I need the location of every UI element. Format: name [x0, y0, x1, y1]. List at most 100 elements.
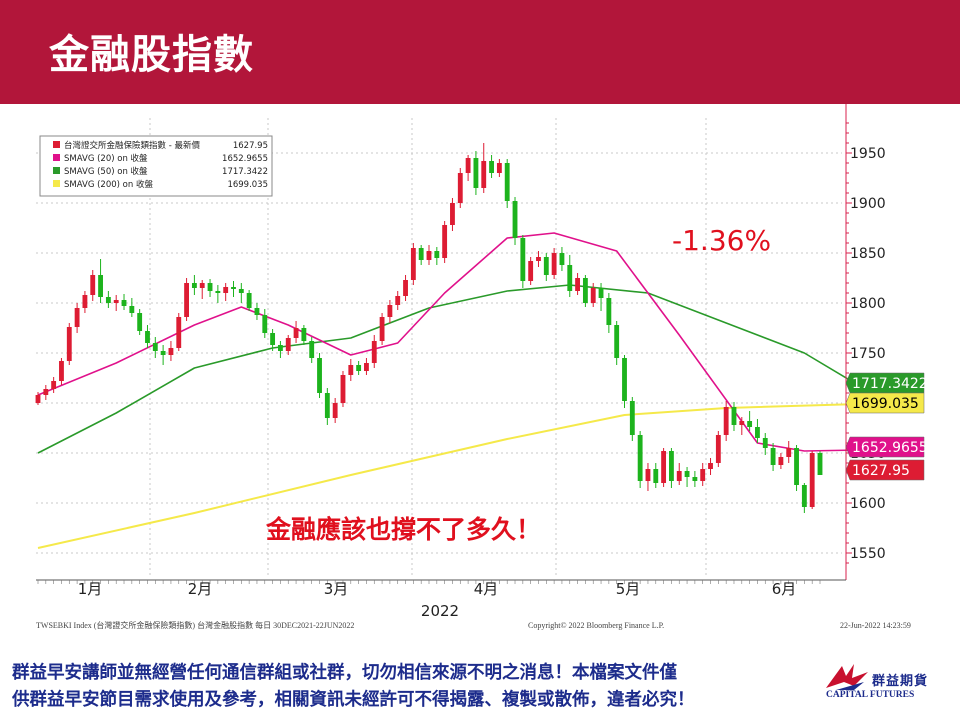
candle-body: [708, 463, 713, 469]
y-tick-label: 1750: [850, 346, 886, 362]
candle-body: [356, 365, 362, 371]
candle-body: [590, 288, 596, 303]
candle-body: [270, 333, 276, 345]
x-axis: 1月 2月 3月 4月 5月 6月: [36, 579, 846, 598]
eagle-logo-icon: [826, 664, 868, 690]
legend-swatch: [53, 167, 60, 174]
candle-body: [622, 358, 627, 401]
sma50-line: [37, 284, 860, 454]
last-value-tag: [845, 459, 925, 481]
candle-body: [801, 485, 807, 507]
candle-body: [692, 477, 698, 481]
footer-timestamp: 22-Jun-2022 14:23:59: [840, 621, 911, 630]
candle-body: [481, 161, 487, 188]
candle-body: [762, 438, 768, 448]
x-tick-label: 1月: [78, 580, 103, 598]
candle-body: [817, 453, 823, 475]
last-value-tag-label: 1627.95: [852, 463, 910, 479]
candle-body: [504, 163, 510, 201]
x-tick-label: 4月: [474, 580, 499, 598]
candle-body: [723, 407, 729, 435]
candle-body: [348, 365, 354, 375]
candle-body: [74, 308, 80, 327]
candle-body: [684, 471, 690, 477]
disclaimer-line-1: 群益早安講師並無經營任何通信群組或社群，切勿相信來源不明之消息！本檔案文件僅: [12, 663, 677, 683]
footer-copyright: Copyright© 2022 Bloomberg Finance L.P.: [528, 621, 664, 630]
candle-body: [747, 421, 753, 427]
candle-body: [442, 225, 448, 258]
candle-body: [536, 257, 541, 261]
candle-body: [489, 161, 494, 173]
candle-body: [770, 448, 776, 465]
candle-body: [51, 381, 57, 389]
candle-body: [668, 451, 674, 481]
candle-body: [82, 295, 88, 308]
candle-body: [137, 313, 143, 331]
x-tick-label: 3月: [324, 580, 349, 598]
candle-body: [301, 328, 307, 341]
candlestick-series: [35, 143, 823, 513]
x-tick-label: 6月: [772, 580, 797, 598]
candle-body: [559, 253, 565, 265]
legend-swatch: [53, 180, 60, 187]
candle-body: [152, 343, 158, 351]
candle-body: [450, 203, 455, 225]
candle-body: [426, 251, 432, 260]
legend-value: 1627.95: [233, 141, 268, 151]
index-chart: 155016001650170017501800185019001950 1月2…: [0, 104, 960, 634]
candle-body: [191, 283, 197, 288]
candle-body: [512, 201, 518, 238]
y-tick-label: 1950: [850, 146, 886, 162]
candle-body: [661, 451, 667, 483]
candle-body: [473, 158, 479, 188]
candle-body: [520, 238, 526, 281]
candle-body: [755, 427, 760, 438]
candle-body: [528, 261, 534, 281]
candle-body: [387, 305, 393, 317]
candle-body: [35, 395, 41, 403]
candle-body: [582, 278, 588, 303]
legend-box: [39, 135, 273, 197]
candle-body: [543, 257, 549, 275]
legend-swatch: [53, 141, 60, 148]
candle-body: [410, 248, 416, 280]
legend-value: 1652.9655: [222, 154, 268, 164]
candle-body: [246, 293, 252, 308]
last-value-tag: [845, 372, 925, 394]
legend-value: 1717.3422: [222, 167, 268, 177]
candle-body: [575, 278, 581, 291]
candle-body: [238, 289, 244, 293]
candle-body: [598, 288, 604, 298]
last-value-tag: [845, 392, 925, 414]
candle-body: [567, 265, 573, 291]
candle-body: [262, 315, 268, 333]
candle-body: [434, 251, 440, 258]
candle-body: [465, 158, 471, 173]
logo-english-name: CAPITAL FUTURES: [826, 690, 915, 700]
candle-body: [184, 283, 190, 317]
candle-body: [145, 331, 150, 343]
legend-label: SMAVG (50) on 收盤: [64, 166, 148, 177]
candle-body: [637, 435, 643, 481]
last-value-tag: [845, 436, 925, 458]
legend-label: SMAVG (200) on 收盤: [64, 179, 153, 190]
candle-body: [207, 283, 213, 291]
candle-body: [364, 363, 369, 371]
candle-body: [786, 448, 792, 457]
candle-body: [59, 361, 64, 381]
candle-body: [653, 469, 659, 483]
candle-body: [98, 275, 103, 297]
candle-body: [254, 308, 260, 315]
y-tick-label: 1900: [850, 196, 886, 212]
candle-body: [794, 448, 799, 485]
last-value-tags: 1717.3422 1699.035 1652.9655 1627.95: [845, 372, 928, 481]
candle-body: [199, 283, 205, 288]
candle-body: [160, 351, 166, 355]
candle-body: [418, 248, 424, 260]
candle-body: [176, 317, 182, 348]
last-value-tag-label: 1652.9655: [852, 440, 928, 456]
candle-body: [277, 345, 283, 351]
candle-body: [606, 298, 612, 325]
capital-futures-logo: 群益期貨 CAPITAL FUTURES: [822, 656, 956, 716]
candle-body: [168, 348, 174, 355]
